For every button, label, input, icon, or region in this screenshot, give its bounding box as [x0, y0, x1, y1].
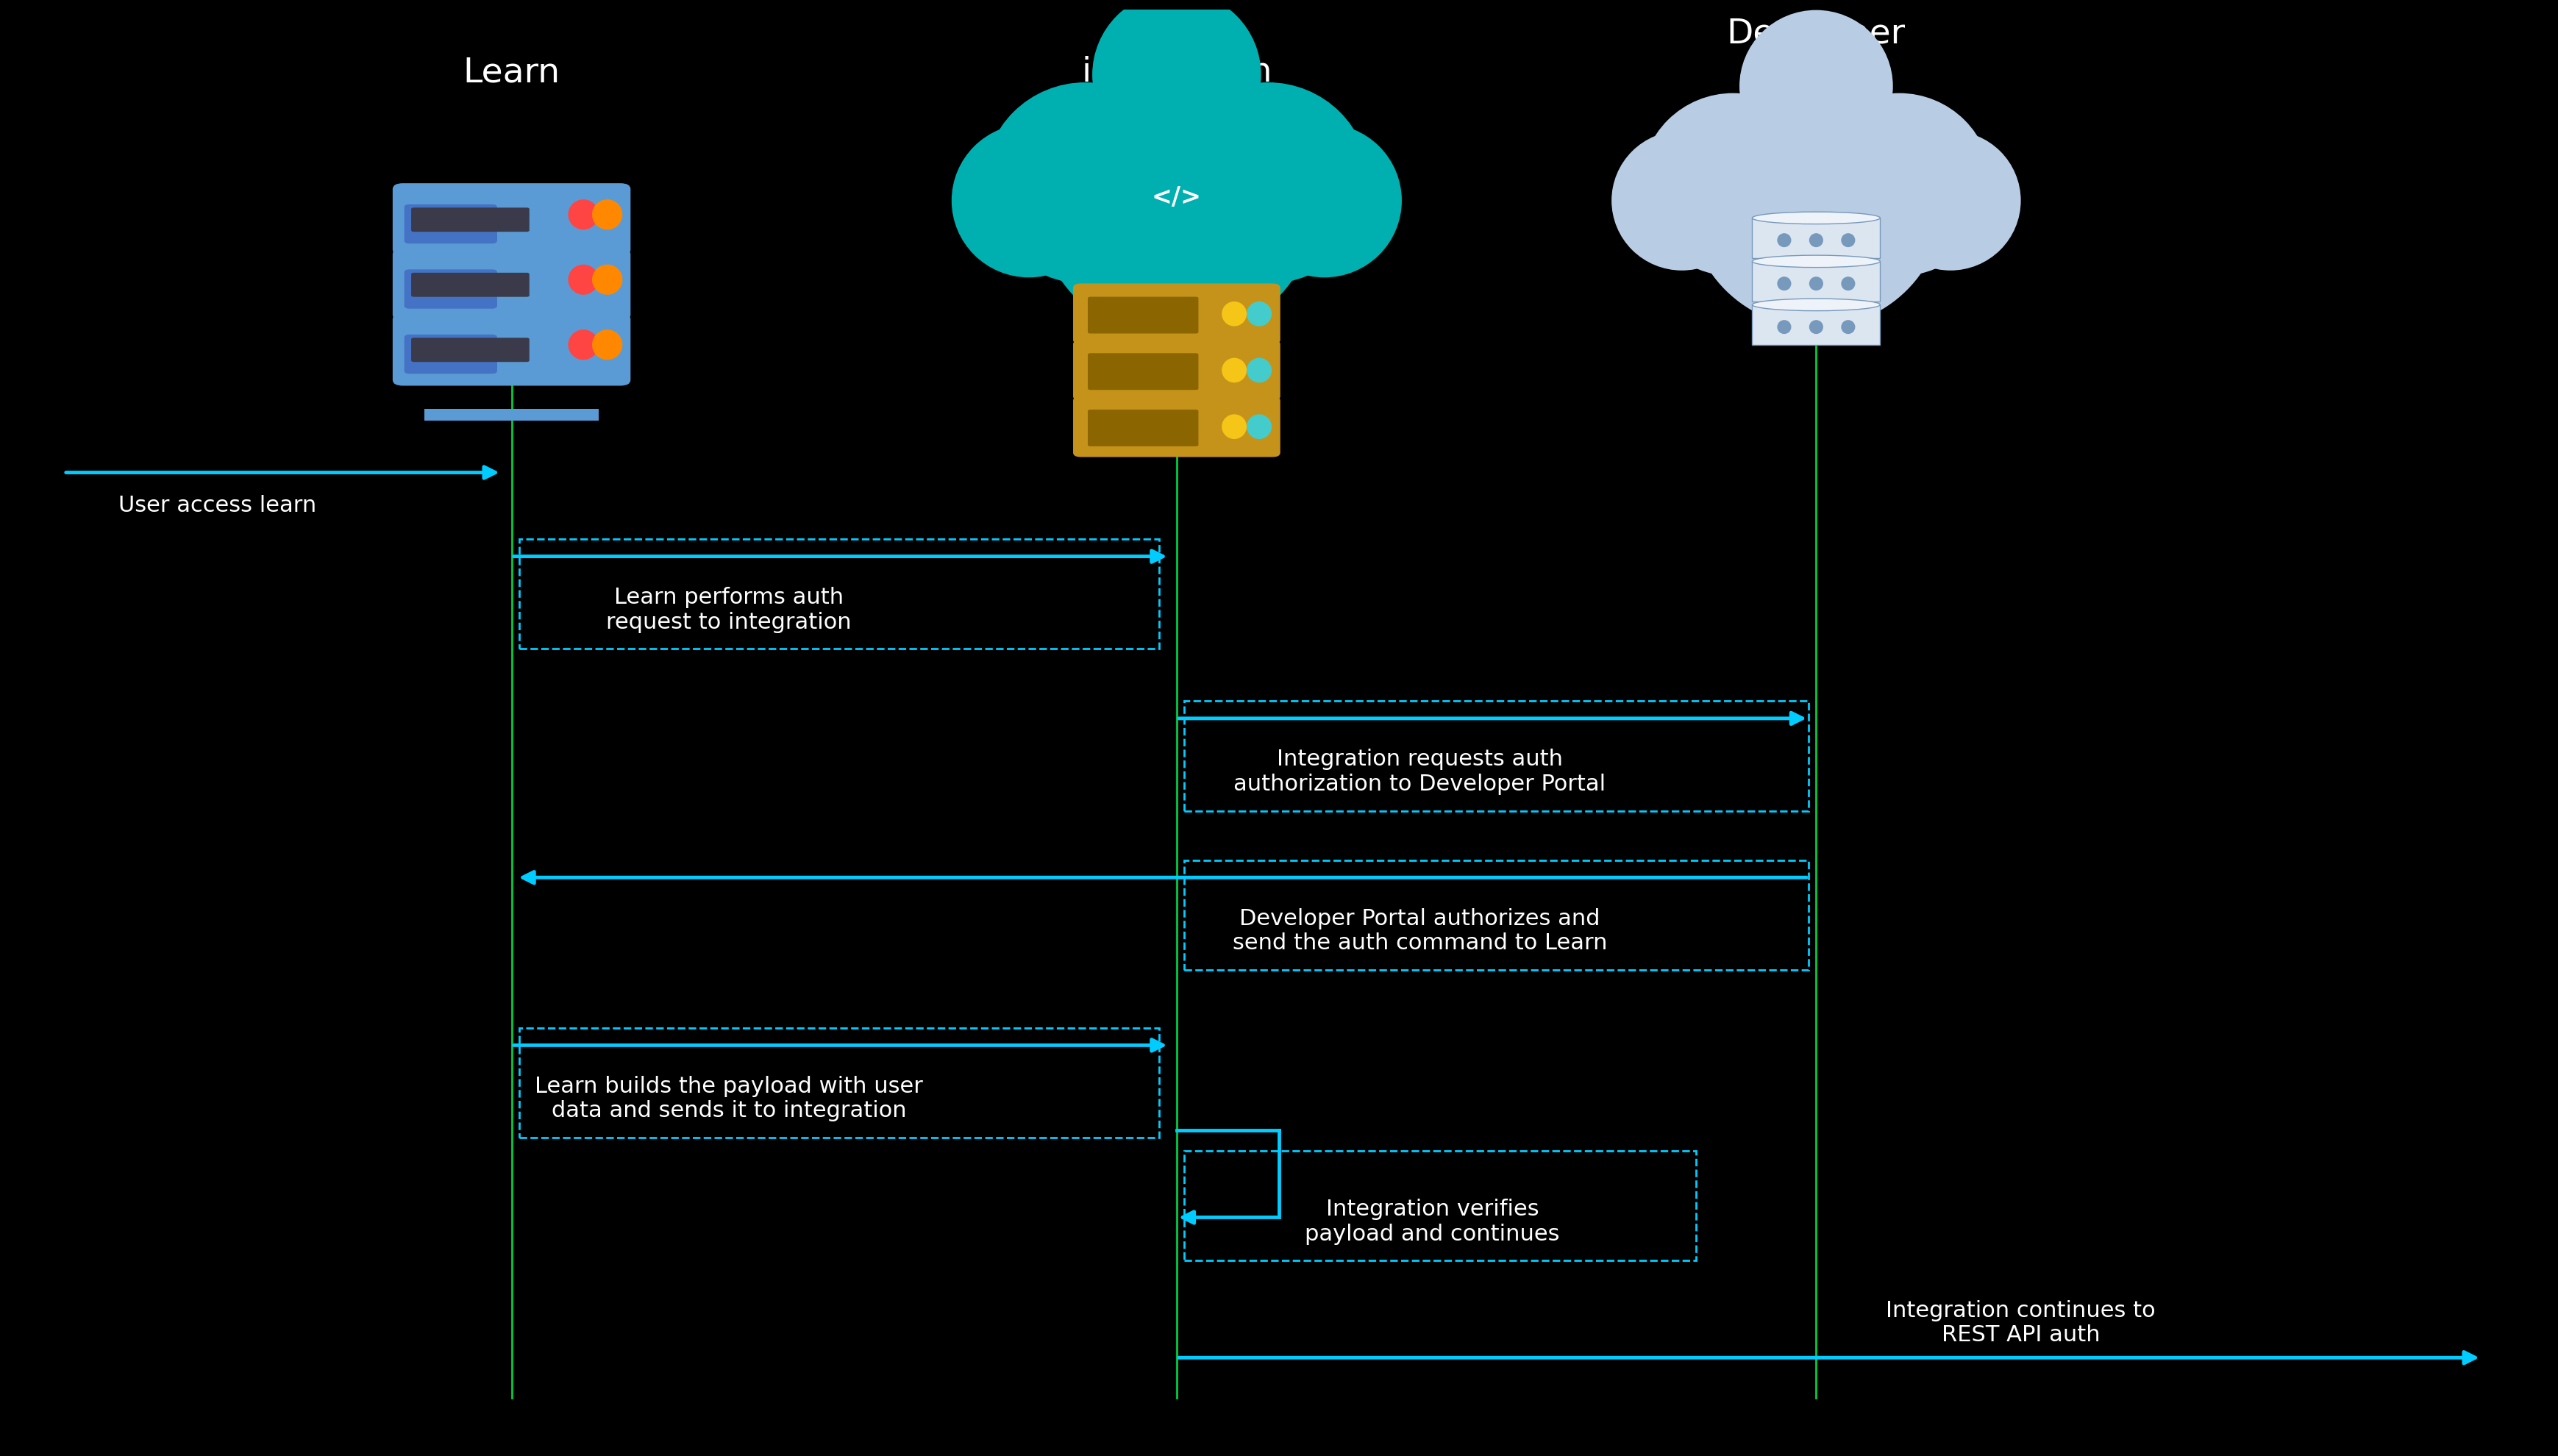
Ellipse shape	[1688, 74, 1944, 328]
Ellipse shape	[1246, 301, 1271, 326]
FancyBboxPatch shape	[1752, 261, 1880, 301]
Ellipse shape	[1223, 301, 1246, 326]
Ellipse shape	[1036, 61, 1317, 341]
Ellipse shape	[1612, 131, 1752, 271]
Ellipse shape	[1166, 83, 1369, 284]
FancyBboxPatch shape	[1087, 297, 1197, 333]
Ellipse shape	[1642, 93, 1826, 277]
Ellipse shape	[568, 265, 599, 294]
FancyBboxPatch shape	[1074, 284, 1282, 344]
Ellipse shape	[1752, 298, 1880, 310]
FancyBboxPatch shape	[412, 338, 530, 363]
Ellipse shape	[591, 329, 622, 360]
Ellipse shape	[591, 199, 622, 230]
Ellipse shape	[1752, 255, 1880, 268]
Text: Developer
Portal: Developer Portal	[1727, 17, 1906, 89]
Ellipse shape	[1223, 358, 1246, 383]
FancyBboxPatch shape	[391, 249, 629, 320]
Ellipse shape	[985, 83, 1187, 284]
FancyBboxPatch shape	[412, 208, 530, 232]
Ellipse shape	[1778, 277, 1791, 291]
Ellipse shape	[1752, 213, 1880, 224]
FancyBboxPatch shape	[404, 204, 496, 243]
Ellipse shape	[1223, 415, 1246, 440]
FancyBboxPatch shape	[404, 269, 496, 309]
FancyBboxPatch shape	[425, 409, 599, 421]
Ellipse shape	[952, 124, 1105, 278]
Text: Integration requests auth
authorization to Developer Portal: Integration requests auth authorization …	[1233, 748, 1606, 795]
FancyBboxPatch shape	[404, 335, 496, 374]
Ellipse shape	[591, 265, 622, 294]
Text: </>: </>	[1151, 185, 1202, 210]
Text: Developer Portal authorizes and
send the auth command to Learn: Developer Portal authorizes and send the…	[1233, 909, 1606, 954]
Ellipse shape	[1246, 358, 1271, 383]
Text: Integration continues to
REST API auth: Integration continues to REST API auth	[1885, 1300, 2156, 1345]
Ellipse shape	[1248, 124, 1402, 278]
Ellipse shape	[1778, 233, 1791, 248]
FancyBboxPatch shape	[412, 272, 530, 297]
FancyBboxPatch shape	[391, 313, 629, 386]
FancyBboxPatch shape	[1752, 304, 1880, 345]
FancyBboxPatch shape	[1074, 396, 1282, 457]
Text: Learn: Learn	[463, 57, 560, 89]
Ellipse shape	[568, 199, 599, 230]
FancyBboxPatch shape	[391, 183, 629, 256]
Text: Integration verifies
payload and continues: Integration verifies payload and continu…	[1305, 1198, 1560, 1245]
Ellipse shape	[1842, 320, 1855, 333]
FancyBboxPatch shape	[1074, 339, 1282, 400]
Text: User access learn: User access learn	[118, 495, 317, 517]
Text: Learn builds the payload with user
data and sends it to integration: Learn builds the payload with user data …	[535, 1076, 923, 1121]
Ellipse shape	[1246, 415, 1271, 440]
FancyBboxPatch shape	[1087, 409, 1197, 447]
Ellipse shape	[1842, 277, 1855, 291]
Ellipse shape	[1092, 0, 1261, 159]
Ellipse shape	[1842, 233, 1855, 248]
Ellipse shape	[568, 329, 599, 360]
Text: UEF
integration: UEF integration	[1082, 17, 1271, 89]
Ellipse shape	[1809, 320, 1824, 333]
Text: Learn performs auth
request to integration: Learn performs auth request to integrati…	[606, 587, 852, 633]
Ellipse shape	[1809, 233, 1824, 248]
FancyBboxPatch shape	[1087, 354, 1197, 390]
Ellipse shape	[1778, 320, 1791, 333]
Ellipse shape	[1880, 131, 2021, 271]
Ellipse shape	[1739, 10, 1893, 163]
Ellipse shape	[1806, 93, 1990, 277]
FancyBboxPatch shape	[1752, 218, 1880, 258]
Ellipse shape	[1809, 277, 1824, 291]
